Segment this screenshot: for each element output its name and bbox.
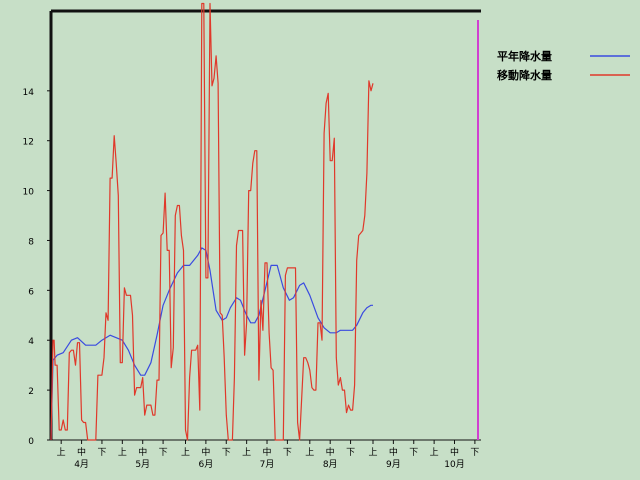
plot-frame	[49, 9, 481, 441]
x-tick-label: 上	[305, 447, 314, 458]
x-month-label: 6月	[199, 459, 214, 470]
x-tick-label: 下	[409, 448, 418, 458]
y-tick-label: 8	[28, 237, 34, 247]
x-month-label: 7月	[260, 459, 275, 470]
y-tick-label: 10	[23, 188, 35, 198]
y-tick-label: 0	[28, 437, 34, 447]
x-tick-label: 中	[263, 446, 272, 458]
x-tick-label: 中	[138, 446, 147, 458]
x-tick-label: 中	[450, 446, 459, 458]
series-layer	[50, 2, 374, 441]
legend-label-2: 移動降水量	[497, 68, 552, 82]
series-line-1	[50, 247, 373, 441]
x-tick-label: 上	[242, 447, 251, 458]
x-tick-label: 上	[181, 447, 190, 458]
x-month-label: 9月	[386, 459, 401, 470]
x-tick-label: 中	[201, 446, 210, 458]
y-tick-label: 6	[28, 287, 34, 297]
x-month-label: 8月	[323, 459, 338, 470]
x-tick-label: 下	[470, 448, 479, 458]
x-tick-label: 中	[326, 446, 335, 458]
y-tick-label: 2	[28, 387, 34, 397]
y-tick-label: 14	[23, 88, 35, 98]
x-tick-label: 下	[346, 448, 355, 458]
x-tick-label: 下	[159, 448, 168, 458]
x-tick-label: 上	[118, 447, 127, 458]
x-month-label: 10月	[444, 459, 464, 470]
legend-label-1: 平年降水量	[497, 49, 552, 63]
x-axis: 上中下上中下上中下上中下上中下上中下上中下4月 5月 6月 7月 8月 9月 10月	[57, 440, 479, 470]
x-tick-label: 上	[430, 447, 439, 458]
x-tick-label: 中	[77, 446, 86, 458]
x-month-label: 5月	[135, 459, 150, 470]
y-tick-label: 12	[23, 138, 34, 148]
x-tick-label: 中	[389, 446, 398, 458]
x-tick-label: 下	[283, 448, 292, 458]
x-tick-label: 上	[368, 447, 377, 458]
x-tick-label: 下	[222, 448, 231, 458]
y-tick-label: 4	[28, 337, 34, 347]
y-axis: 0 2 4 6 8 10 12 14	[23, 88, 51, 447]
series-line-2	[50, 2, 374, 441]
x-month-label: 4月	[74, 459, 89, 470]
x-tick-label: 下	[97, 448, 106, 458]
x-tick-label: 上	[57, 447, 66, 458]
